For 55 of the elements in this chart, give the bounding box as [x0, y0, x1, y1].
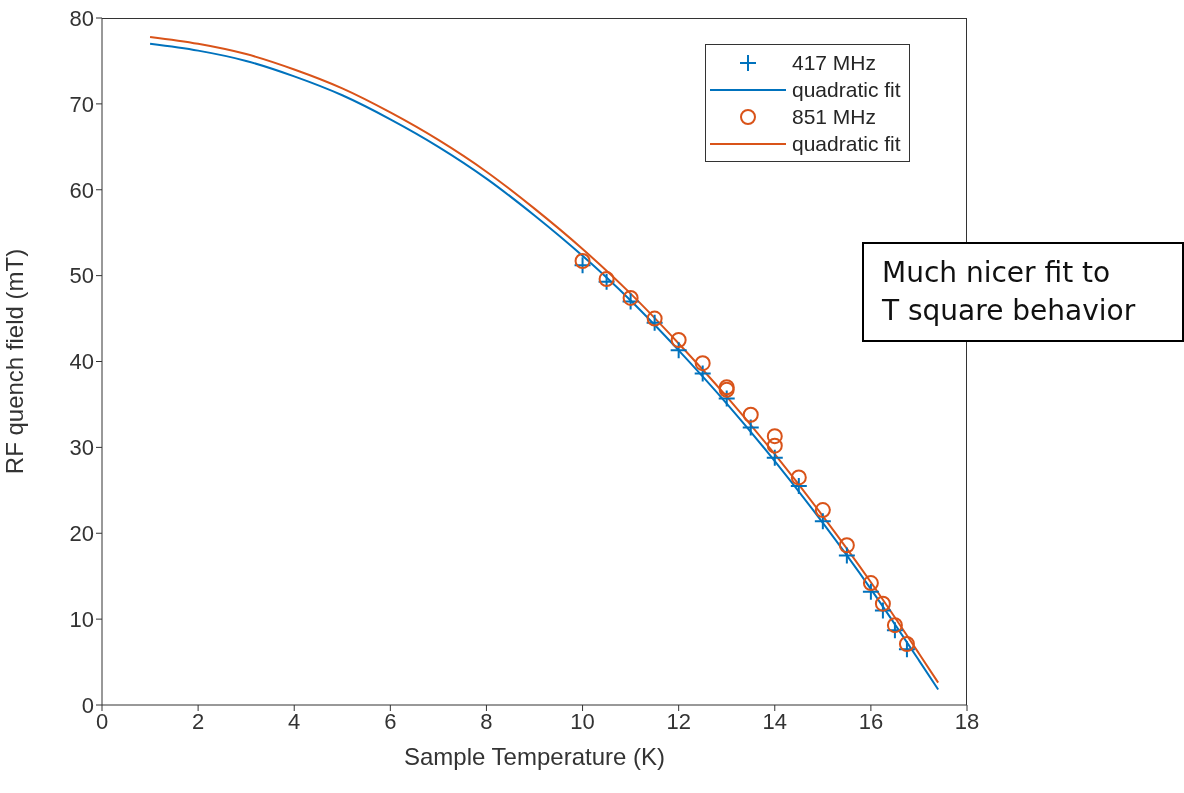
- y-tick-label: 40: [69, 349, 94, 375]
- point: [885, 621, 904, 640]
- point: [765, 448, 784, 467]
- point: [741, 418, 760, 437]
- x-tick-label: 4: [288, 708, 301, 734]
- x-tick-label: 10: [570, 708, 595, 734]
- point: [813, 512, 832, 531]
- legend-label: quadratic fit: [792, 131, 901, 156]
- point: [645, 313, 664, 332]
- legend-label: 851 MHz: [792, 104, 877, 129]
- y-tick-label: 70: [69, 91, 94, 117]
- point: [693, 364, 712, 383]
- legend-label: 417 MHz: [792, 50, 877, 75]
- point: [742, 406, 759, 423]
- point: [886, 617, 903, 634]
- x-tick-label: 8: [480, 708, 493, 734]
- point: [814, 502, 831, 519]
- x-tick-label: 6: [384, 708, 397, 734]
- y-tick-label: 30: [69, 435, 94, 461]
- point: [790, 469, 807, 486]
- point: [622, 289, 639, 306]
- y-tick-label: 80: [69, 5, 94, 31]
- x-tick-label: 14: [762, 708, 788, 734]
- point: [646, 310, 663, 327]
- legend-label: quadratic fit: [792, 77, 901, 102]
- y-tick-label: 50: [69, 263, 94, 289]
- x-tick-label: 16: [858, 708, 884, 734]
- point: [574, 253, 591, 270]
- point: [766, 437, 783, 454]
- point: [898, 636, 915, 653]
- point: [861, 582, 880, 601]
- point: [670, 332, 687, 349]
- point: [621, 292, 640, 311]
- point: [789, 477, 808, 496]
- y-tick-label: 10: [69, 606, 94, 632]
- point: [897, 640, 916, 659]
- annotation: Much nicer fit to T square behavior: [862, 242, 1184, 342]
- x-tick-label: 2: [191, 708, 205, 734]
- point: [766, 428, 783, 445]
- point: [838, 537, 855, 554]
- point: [837, 546, 856, 565]
- y-tick-label: 0: [81, 692, 94, 718]
- x-tick-label: 12: [666, 708, 691, 734]
- point: [862, 575, 879, 592]
- point: [717, 389, 736, 408]
- point: [669, 341, 688, 360]
- y-axis-title: RF quench field (mT): [0, 248, 28, 475]
- y-tick-label: 20: [69, 521, 94, 547]
- x-axis-title: Sample Temperature (K): [404, 743, 665, 770]
- x-tick-label: 18: [954, 708, 980, 734]
- point: [573, 256, 592, 275]
- point: [874, 595, 891, 612]
- point: [873, 601, 892, 620]
- point: [694, 355, 711, 372]
- y-tick-label: 60: [69, 177, 94, 203]
